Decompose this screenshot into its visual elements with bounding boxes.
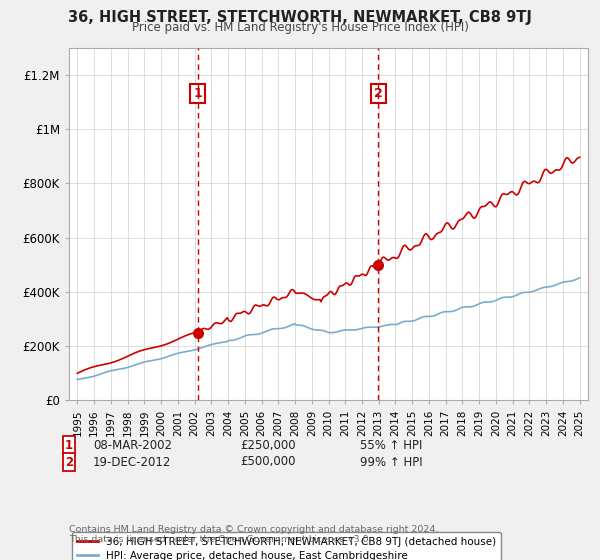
- Text: £250,000: £250,000: [240, 438, 296, 452]
- Legend: 36, HIGH STREET, STETCHWORTH, NEWMARKET, CB8 9TJ (detached house), HPI: Average : 36, HIGH STREET, STETCHWORTH, NEWMARKET,…: [71, 531, 502, 560]
- Text: Price paid vs. HM Land Registry's House Price Index (HPI): Price paid vs. HM Land Registry's House …: [131, 21, 469, 34]
- Text: 36, HIGH STREET, STETCHWORTH, NEWMARKET, CB8 9TJ: 36, HIGH STREET, STETCHWORTH, NEWMARKET,…: [68, 10, 532, 25]
- Text: 2: 2: [65, 455, 73, 469]
- Text: 1: 1: [65, 438, 73, 452]
- Text: 1: 1: [193, 87, 202, 100]
- Text: 19-DEC-2012: 19-DEC-2012: [93, 455, 172, 469]
- Text: 2: 2: [374, 87, 383, 100]
- Text: 99% ↑ HPI: 99% ↑ HPI: [360, 455, 422, 469]
- Text: Contains HM Land Registry data © Crown copyright and database right 2024.
This d: Contains HM Land Registry data © Crown c…: [69, 525, 439, 544]
- Text: £500,000: £500,000: [240, 455, 296, 469]
- Text: 08-MAR-2002: 08-MAR-2002: [93, 438, 172, 452]
- Text: 55% ↑ HPI: 55% ↑ HPI: [360, 438, 422, 452]
